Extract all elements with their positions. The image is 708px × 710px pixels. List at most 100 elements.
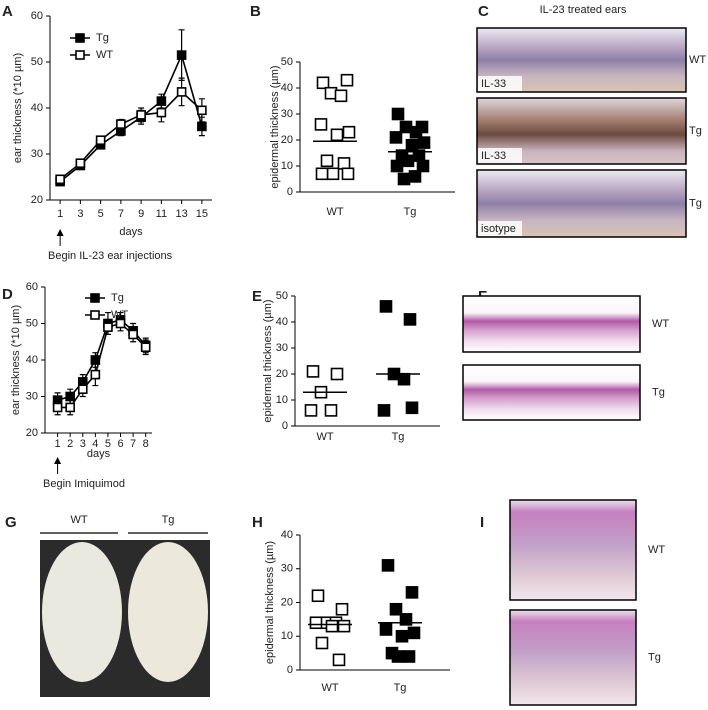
data-point (377, 404, 391, 417)
y-tick-label: 30 (26, 390, 38, 402)
x-tick-label: 5 (98, 208, 104, 220)
data-point (324, 404, 338, 417)
panel-letter: A (2, 3, 13, 20)
data-point (342, 125, 356, 139)
data-point (315, 167, 329, 181)
y-tick-label: 30 (281, 563, 293, 575)
x-tick-label: 1 (57, 208, 63, 220)
data-point (55, 174, 65, 185)
panel-letter: C (478, 3, 489, 20)
data-point (128, 329, 138, 340)
data-point (405, 138, 419, 152)
y-tick-label: 50 (281, 56, 293, 68)
image-label: Tg (689, 197, 702, 209)
data-point (409, 125, 423, 139)
y-tick-label: 0 (287, 664, 293, 676)
image-inset: isotype (481, 223, 516, 235)
panel-letter: G (5, 514, 17, 531)
x-axis-label: days (87, 448, 111, 460)
data-point (311, 589, 325, 603)
y-tick-label: 60 (26, 281, 38, 293)
data-point (334, 89, 348, 103)
data-point (417, 136, 431, 149)
data-point (95, 135, 106, 145)
y-axis-label: epidermal thickness (µm) (269, 65, 281, 188)
micrograph (509, 609, 637, 706)
data-point (320, 154, 334, 168)
inset-box (478, 148, 522, 163)
y-axis-label: ear thickness (*10 µm) (12, 53, 24, 163)
legend-label: WT (111, 309, 128, 321)
panel-letter: E (252, 288, 262, 305)
y-axis-label: epidermal thickness (µm) (264, 541, 276, 664)
data-point (403, 313, 417, 326)
data-point (389, 602, 403, 616)
y-tick-label: 20 (281, 596, 293, 608)
x-tick-label: Tg (404, 206, 417, 218)
data-point (65, 402, 75, 413)
x-tick-label: 3 (77, 208, 83, 220)
annotation-arrowhead (54, 457, 62, 464)
data-point (330, 367, 344, 381)
x-tick-label: 8 (143, 438, 149, 450)
data-point (405, 586, 419, 599)
data-point (115, 318, 126, 329)
data-point (337, 157, 351, 170)
x-tick-label: Tg (392, 431, 405, 443)
y-tick-label: 40 (281, 529, 293, 541)
data-point (401, 154, 415, 168)
x-tick-label: 15 (196, 208, 208, 220)
x-tick-label: 3 (80, 438, 86, 450)
mouse-back (128, 542, 208, 682)
legend-marker (75, 33, 85, 43)
data-point (77, 384, 88, 395)
x-tick-label: 2 (67, 438, 73, 450)
x-tick-label: 4 (92, 438, 98, 450)
data-point (391, 650, 405, 663)
data-point (332, 653, 346, 667)
legend-label: Tg (96, 32, 109, 44)
data-point (397, 372, 411, 386)
annotation: Begin Imiquimod (43, 478, 125, 490)
y-axis-label: ear thickness (*10 µm) (10, 305, 22, 415)
x-tick-label: 7 (118, 208, 124, 220)
data-point (65, 391, 75, 402)
data-point (306, 365, 320, 378)
data-point (197, 105, 207, 116)
y-tick-label: 30 (281, 108, 293, 120)
image-label: Tg (652, 386, 665, 398)
y-tick-label: 50 (26, 317, 38, 329)
y-tick-label: 0 (282, 420, 288, 432)
data-point (136, 110, 146, 120)
y-tick-label: 10 (281, 160, 293, 172)
panel-letter: I (480, 514, 484, 531)
image-label: Tg (648, 651, 661, 663)
x-tick-label: 9 (138, 208, 144, 220)
inset-box (478, 221, 522, 236)
data-point (341, 167, 355, 181)
y-tick-label: 40 (31, 102, 43, 114)
data-point (103, 322, 113, 332)
x-tick-label: 11 (156, 208, 167, 220)
data-point (337, 619, 351, 633)
y-tick-label: 30 (31, 148, 43, 160)
legend-marker (90, 310, 100, 320)
y-tick-label: 40 (26, 354, 38, 366)
data-point (330, 128, 344, 142)
data-point (304, 404, 318, 417)
x-tick-label: 5 (105, 438, 111, 450)
data-point (397, 172, 411, 186)
panel-letter: B (250, 3, 261, 20)
y-tick-label: 50 (276, 290, 288, 302)
image-label: WT (652, 318, 669, 330)
annotation: Begin IL-23 ear injections (48, 250, 173, 262)
data-point (326, 167, 340, 181)
panel-letter: D (2, 286, 13, 303)
y-axis-label: epidermal thickness (µm) (262, 299, 274, 422)
y-tick-label: 10 (281, 630, 293, 642)
x-tick-label: 7 (130, 438, 136, 450)
data-point (340, 73, 354, 87)
x-tick-label: WT (316, 431, 333, 443)
image-inset: IL-33 (481, 78, 506, 90)
x-tick-label: WT (326, 206, 343, 218)
